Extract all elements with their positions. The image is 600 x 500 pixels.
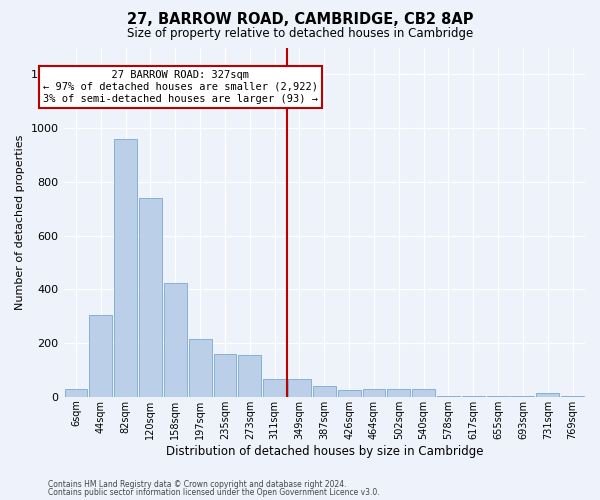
Bar [89,315,112,397]
Bar [164,282,187,397]
Bar [561,396,584,397]
Bar [263,380,286,397]
Bar [437,396,460,397]
Bar [362,390,385,397]
Bar [388,390,410,397]
Bar [536,393,559,397]
Bar [238,355,261,397]
Bar [338,390,361,397]
Bar [313,386,335,397]
Bar [65,388,88,397]
Bar [214,354,236,397]
Bar [188,339,212,397]
Text: 27, BARROW ROAD, CAMBRIDGE, CB2 8AP: 27, BARROW ROAD, CAMBRIDGE, CB2 8AP [127,12,473,28]
Bar [511,396,535,397]
Bar [114,139,137,397]
Text: Size of property relative to detached houses in Cambridge: Size of property relative to detached ho… [127,28,473,40]
Text: Contains public sector information licensed under the Open Government Licence v3: Contains public sector information licen… [48,488,380,497]
X-axis label: Distribution of detached houses by size in Cambridge: Distribution of detached houses by size … [166,444,483,458]
Text: 27 BARROW ROAD: 327sqm  
← 97% of detached houses are smaller (2,922)
3% of semi: 27 BARROW ROAD: 327sqm ← 97% of detached… [43,70,318,104]
Bar [487,396,509,397]
Bar [462,396,485,397]
Bar [288,380,311,397]
Bar [139,198,162,397]
Bar [412,390,435,397]
Text: Contains HM Land Registry data © Crown copyright and database right 2024.: Contains HM Land Registry data © Crown c… [48,480,347,489]
Y-axis label: Number of detached properties: Number of detached properties [15,134,25,310]
